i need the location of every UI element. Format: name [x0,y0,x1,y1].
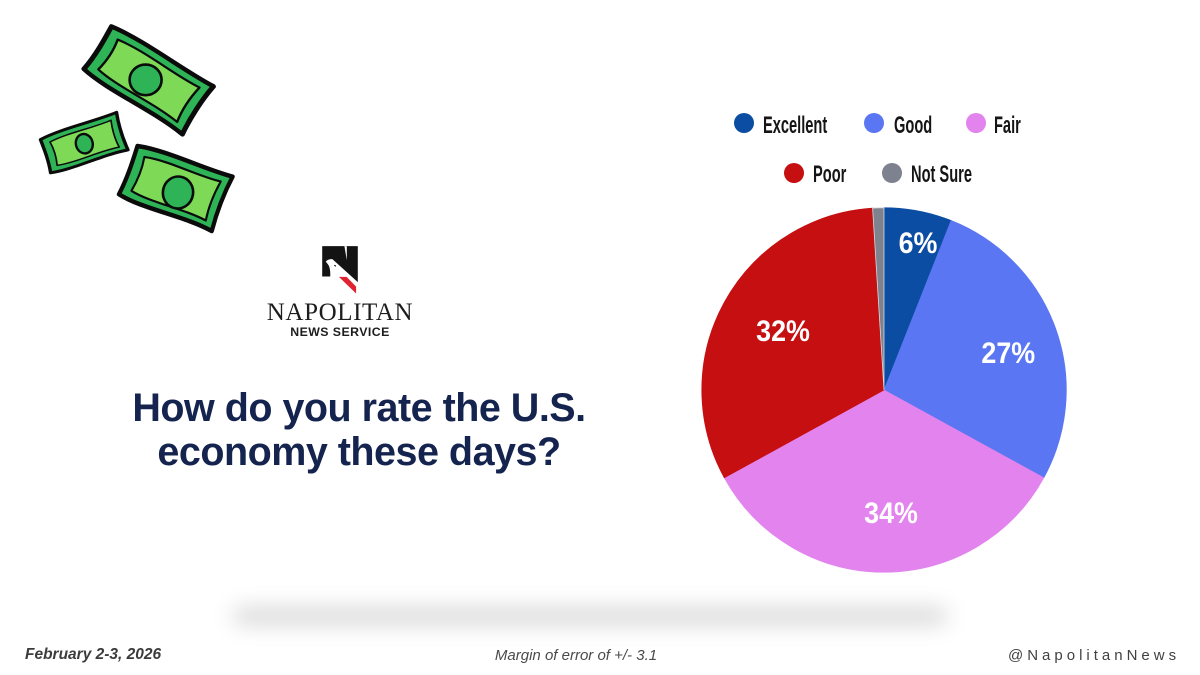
svg-text:34%: 34% [864,497,918,529]
svg-text:32%: 32% [756,315,810,347]
svg-text:6%: 6% [899,227,938,259]
svg-text:27%: 27% [981,337,1035,369]
